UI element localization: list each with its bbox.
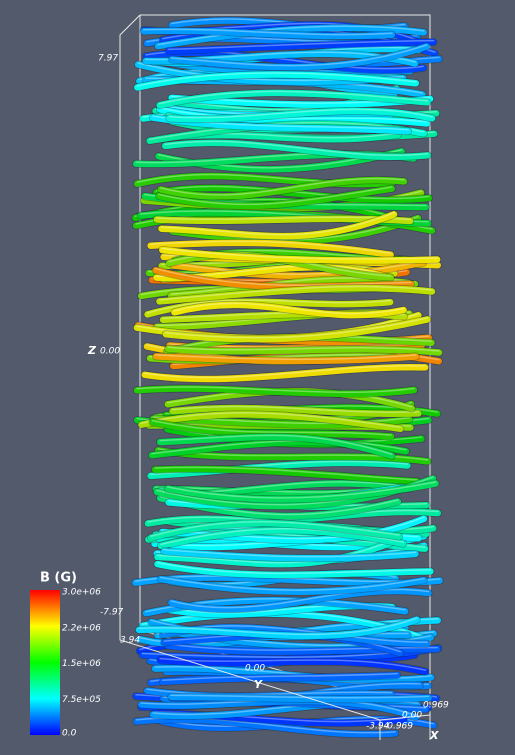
- x-mid-label: 0.00: [402, 711, 422, 721]
- x-max-label: 0.969: [423, 701, 449, 711]
- x-min-label: -0.969: [384, 722, 413, 732]
- z-axis-label: Z: [87, 344, 97, 357]
- visualization: 7.97 Z 0.00 -7.97 3.94 0.00 Y -3.94 -0.9…: [0, 0, 515, 755]
- y-axis-label: Y: [254, 678, 263, 691]
- x-axis-label: X: [429, 729, 439, 742]
- z-mid-label: 0.00: [100, 347, 120, 357]
- colorbar-title: B (G): [40, 571, 77, 586]
- y-max-label: 3.94: [120, 636, 140, 646]
- colorbar: [30, 590, 60, 735]
- colorbar-label: 1.5e+06: [62, 659, 101, 669]
- colorbar-label: 0.0: [62, 729, 77, 739]
- colorbar-label: 3.0e+06: [62, 588, 101, 598]
- colorbar-label: 7.5e+05: [62, 695, 101, 705]
- z-min-label: -7.97: [100, 608, 124, 618]
- y-mid-label: 0.00: [245, 664, 265, 674]
- colorbar-label: 2.2e+06: [62, 623, 101, 633]
- z-max-label: 7.97: [98, 54, 118, 64]
